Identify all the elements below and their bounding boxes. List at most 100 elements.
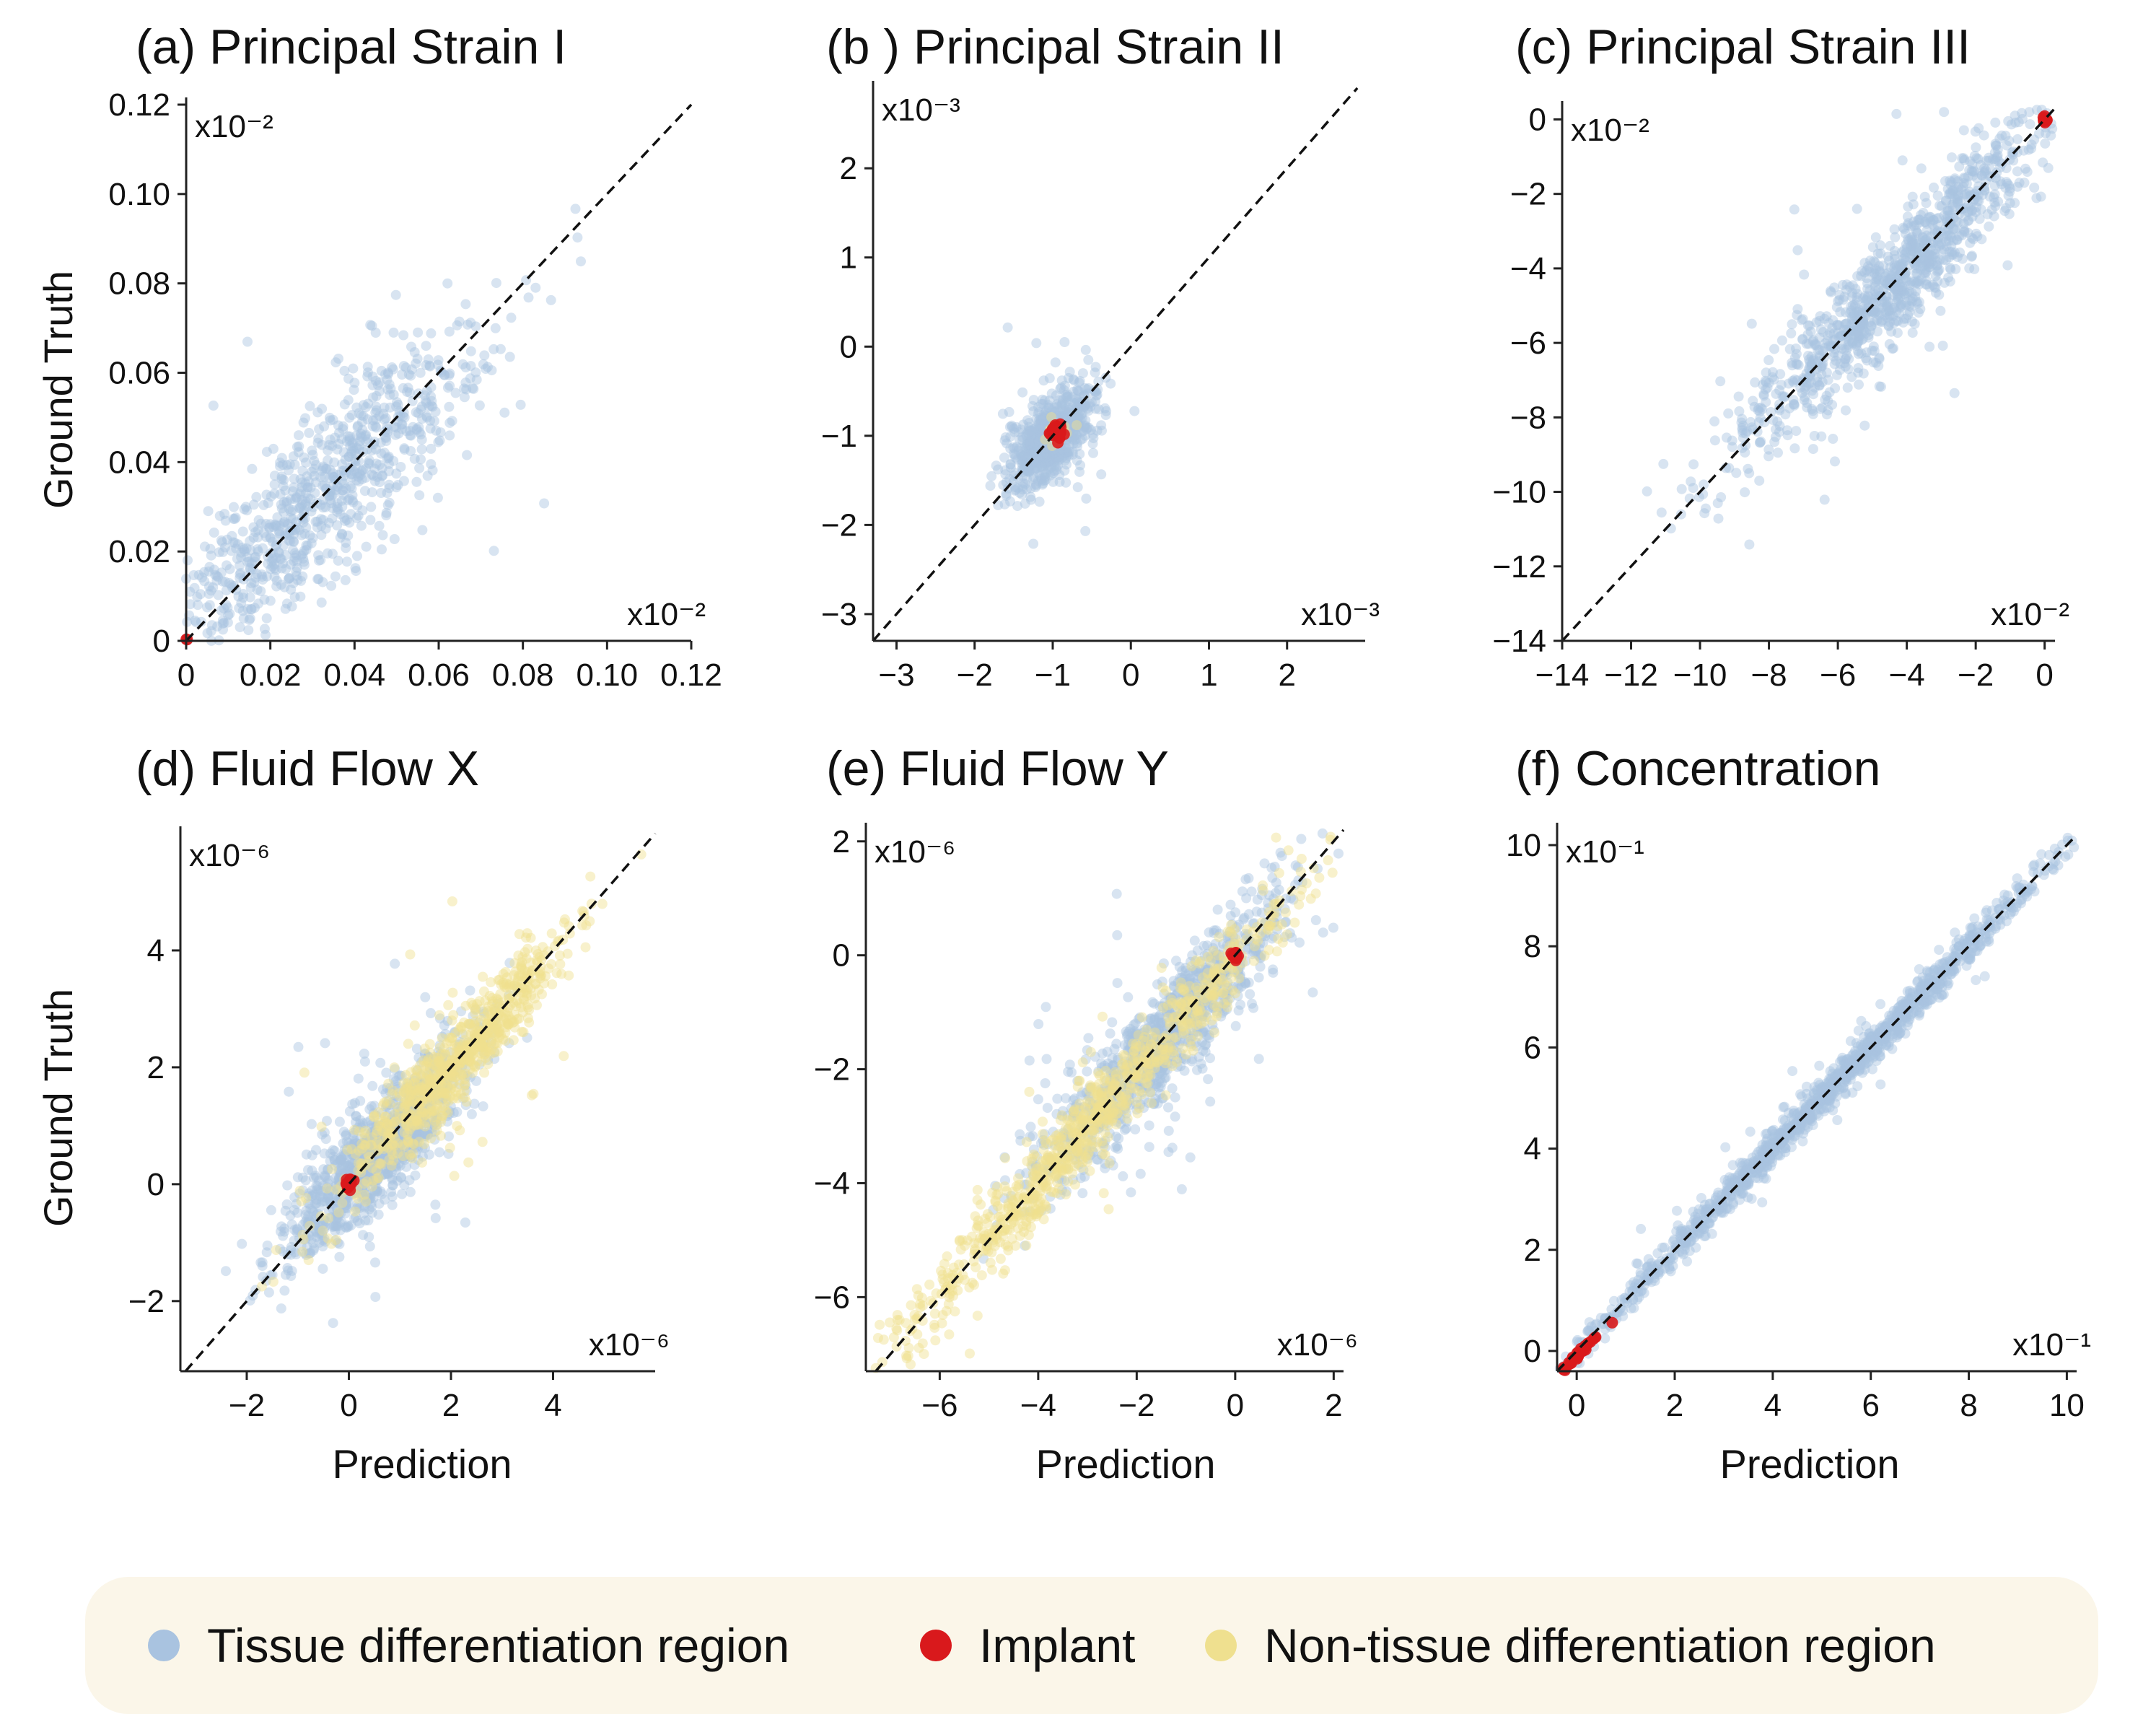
data-point [299, 1067, 310, 1077]
data-point [357, 425, 367, 435]
data-point [1866, 320, 1876, 331]
data-point [1890, 250, 1900, 261]
data-point [1882, 297, 1892, 307]
x-tick-label: −8 [1750, 657, 1787, 693]
data-point [1091, 362, 1101, 372]
data-point [1775, 369, 1785, 379]
x-tick-label: −2 [957, 657, 993, 693]
data-point [354, 1074, 364, 1084]
data-point [2004, 209, 2015, 219]
data-point [401, 1162, 411, 1172]
data-point [268, 1277, 279, 1287]
data-point [2020, 178, 2030, 188]
data-point [328, 1318, 338, 1328]
data-point [1846, 301, 1856, 311]
data-point [1051, 357, 1061, 367]
data-point [505, 352, 515, 362]
data-point [411, 477, 421, 487]
data-point [1076, 410, 1086, 420]
data-point [307, 1119, 317, 1129]
panel-title: (d) Fluid Flow X [136, 741, 479, 796]
panel-title: (c) Principal Strain III [1515, 19, 1971, 74]
data-point [292, 492, 302, 502]
data-point [1761, 397, 1771, 407]
series-tissue [181, 204, 586, 646]
data-point [1890, 232, 1900, 242]
data-point [1891, 109, 1901, 119]
data-point [342, 556, 352, 567]
y-tick-label: 2 [147, 1050, 165, 1085]
data-point [1890, 260, 1900, 270]
data-point [376, 437, 386, 447]
data-point [434, 1010, 444, 1020]
data-point [403, 1039, 413, 1049]
data-point [1908, 192, 1918, 202]
data-point [209, 528, 219, 538]
data-point [461, 1001, 471, 1011]
data-point [546, 295, 556, 305]
data-point [479, 350, 489, 360]
x-axis-label: Prediction [332, 1441, 512, 1487]
data-point [1813, 345, 1823, 355]
data-point [391, 468, 401, 478]
data-point [1908, 328, 1918, 338]
data-point [301, 1210, 311, 1220]
data-point [229, 514, 240, 524]
data-point [260, 630, 271, 640]
data-point [581, 920, 591, 930]
data-point [419, 1139, 429, 1149]
x-tick-label: 4 [544, 1388, 561, 1423]
data-point [470, 1008, 480, 1018]
data-point [1328, 923, 1338, 933]
data-point [235, 622, 245, 632]
data-point [1737, 425, 1748, 435]
data-point [1959, 227, 1969, 237]
data-point [382, 508, 392, 518]
data-point [483, 1031, 494, 1041]
data-point [360, 1215, 370, 1225]
data-point [1963, 172, 1973, 182]
data-point [424, 354, 434, 364]
data-point [206, 626, 216, 637]
data-point [576, 256, 586, 266]
data-point [333, 556, 343, 566]
data-point [1046, 471, 1056, 481]
data-point [467, 1109, 477, 1119]
data-point [1082, 423, 1092, 433]
data-point [444, 430, 455, 440]
data-point [298, 1173, 308, 1183]
data-point [1825, 388, 1835, 398]
data-point [309, 1173, 319, 1183]
data-point [1902, 242, 1912, 253]
data-point [1136, 1169, 1146, 1179]
data-point [1658, 459, 1668, 469]
data-point [1710, 435, 1720, 445]
data-point [447, 896, 457, 906]
data-point [1943, 206, 1953, 216]
data-point [1190, 935, 1200, 945]
data-point [1792, 304, 1802, 314]
data-point [1970, 151, 1980, 161]
y-tick-label: −2 [1510, 177, 1546, 212]
data-point [463, 1158, 473, 1168]
data-point [463, 320, 473, 330]
data-point [560, 914, 570, 924]
data-point [1069, 375, 1079, 385]
data-point [571, 204, 581, 214]
data-point [229, 502, 239, 512]
data-point [227, 531, 237, 541]
data-point [1818, 377, 1828, 387]
data-point [1081, 494, 1091, 504]
data-point [401, 1120, 411, 1130]
data-point [1899, 314, 1909, 324]
data-point [534, 984, 544, 994]
data-point [1854, 380, 1864, 390]
data-point [237, 1239, 247, 1249]
data-point [585, 872, 595, 882]
data-point [1896, 302, 1906, 312]
data-point [1031, 338, 1041, 348]
data-point [399, 476, 409, 486]
data-point [414, 490, 424, 500]
data-point [462, 1097, 472, 1107]
data-point [268, 444, 279, 454]
